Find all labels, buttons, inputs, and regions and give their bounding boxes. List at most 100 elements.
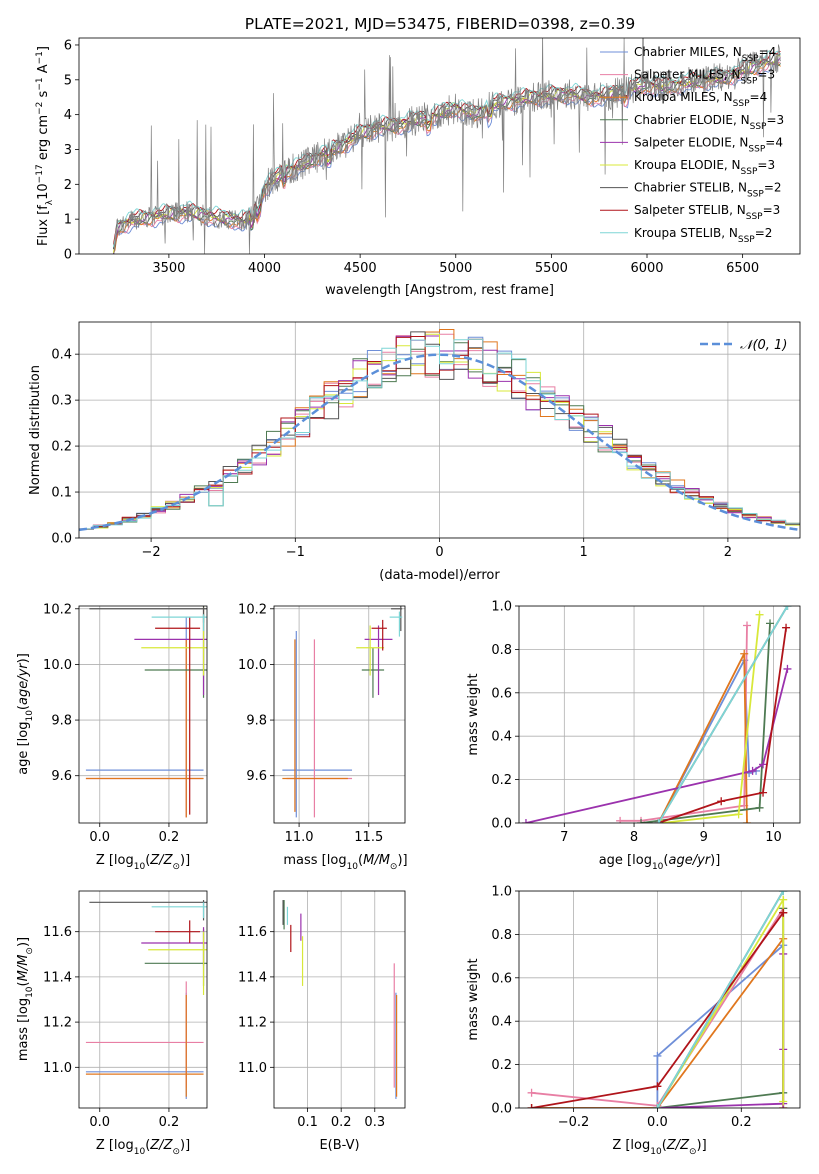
x-axis-label: Z [log10(Z/Z⊙)] — [96, 853, 190, 872]
axes-spectrum: 3500 4000 4500 5000 5500 6000 6500 0 1 2 3 4 5 6 Chabr… — [35, 37, 801, 298]
axes-mass-weight-vs-age: 7 8 9 10 0.0 0.2 0.4 0.6 0.8 1.0 mass weight age [l… — [466, 600, 801, 872]
legend-label: Chabrier MILES, NSSP=4 — [634, 45, 776, 64]
mass-weight-marker — [755, 610, 764, 619]
x-tick-label: 0.2 — [159, 1115, 180, 1130]
x-tick-label: 0.0 — [89, 830, 110, 845]
legend-label: Chabrier STELIB, NSSP=2 — [634, 181, 782, 200]
x-axis-label: E(B-V) — [319, 1138, 359, 1153]
y-axis-label: Normed distribution — [28, 365, 43, 495]
x-tick-label: 1 — [580, 545, 588, 560]
axes-frame — [518, 605, 801, 824]
mass-weight-line — [525, 668, 789, 823]
mass-weight-marker — [527, 1104, 536, 1108]
spectrum-legend: Chabrier MILES, NSSP=4 Salpeter MILES, NS… — [600, 45, 784, 245]
observed-spectrum-line — [113, 38, 781, 254]
mass-weight-marker — [527, 1088, 536, 1097]
y-tick-label: 11.6 — [43, 925, 72, 940]
x-axis-label: mass [log10(M/M⊙)] — [283, 853, 407, 872]
legend-label: Kroupa ELODIE, NSSP=3 — [634, 158, 775, 177]
mass-weight-marker — [653, 1051, 662, 1060]
axes-age-vs-Z: 0.0 0.2 9.6 9.8 10.0 10.2 Z [log10(Z/Z⊙)] age [… — [16, 602, 208, 872]
x-tick-label: 8 — [630, 830, 638, 845]
x-axis-label: (data-model)/error — [379, 568, 500, 583]
y-tick-label: 11.4 — [238, 970, 267, 985]
mass-weight-marker — [782, 623, 791, 632]
plot-area — [79, 606, 207, 823]
y-tick-label: 9.6 — [51, 769, 72, 784]
mass-weight-marker — [759, 760, 768, 769]
y-tick-label: 5 — [64, 73, 72, 88]
axes-frame — [273, 605, 406, 824]
x-tick-label: 0.0 — [647, 1115, 668, 1130]
histogram-step-line — [79, 338, 800, 530]
y-tick-label: 0.6 — [491, 686, 512, 701]
plot-area — [79, 322, 800, 538]
mass-weight-marker — [743, 819, 752, 823]
figure-title: PLATE=2021, MJD=53475, FIBERID=0398, z=0… — [245, 15, 635, 33]
axes-frame — [78, 605, 208, 824]
axes-mass-weight-vs-Z: −0.2 0.0 0.2 0.0 0.2 0.4 0.6 0.8 1.0 mass weight Z… — [466, 885, 801, 1157]
x-tick-label: 6000 — [630, 261, 663, 276]
mass-weight-marker — [779, 895, 788, 904]
x-tick-label: 0.3 — [364, 1115, 385, 1130]
x-tick-label: 5500 — [535, 261, 568, 276]
normal-curve-line — [79, 353, 800, 532]
mass-weight-marker — [521, 819, 530, 823]
mass-weight-line — [657, 606, 789, 823]
mass-weight-marker — [740, 649, 749, 658]
mass-weight-line — [620, 625, 748, 822]
y-tick-label: 0.2 — [491, 1058, 512, 1073]
mass-weight-marker — [748, 766, 757, 775]
y-tick-label: 0.2 — [491, 773, 512, 788]
mass-weight-marker — [654, 819, 663, 823]
mass-weight-marker — [759, 788, 768, 797]
y-axis-label: mass [log10(M/M⊙)] — [16, 937, 35, 1061]
mass-weight-marker — [755, 803, 764, 812]
y-tick-label: 9.8 — [51, 714, 72, 729]
axes-residual-hist: −2 −1 0 1 2 0.0 0.1 0.2 0.3 0.4 𝒩(0, 1) (data-model… — [28, 321, 801, 583]
x-tick-label: 0.0 — [89, 1115, 110, 1130]
model-spectrum-line — [112, 57, 781, 254]
mass-weight-marker — [734, 810, 743, 819]
y-tick-label: 0.4 — [491, 730, 512, 745]
x-axis-label: Z [log10(Z/Z⊙)] — [96, 1138, 190, 1157]
mass-weight-marker — [766, 619, 775, 628]
x-tick-label: 11.5 — [354, 830, 383, 845]
x-axis-label: age [log10(age/yr)] — [599, 853, 721, 872]
mass-weight-marker — [637, 819, 646, 823]
y-axis-label: mass weight — [466, 673, 481, 755]
y-axis-label: mass weight — [466, 958, 481, 1040]
legend-label: Salpeter STELIB, NSSP=3 — [634, 203, 780, 222]
x-tick-label: 5000 — [439, 261, 472, 276]
mass-weight-marker — [783, 606, 792, 610]
x-axis-label: wavelength [Angstrom, rest frame] — [325, 283, 554, 298]
x-tick-label: 0.2 — [331, 1115, 352, 1130]
y-tick-label: 0 — [64, 248, 72, 263]
y-tick-label: 1 — [64, 213, 72, 228]
x-tick-label: 11.0 — [285, 830, 314, 845]
plot-area — [274, 606, 405, 823]
y-tick-label: 1.0 — [491, 885, 512, 900]
y-tick-label: 10.2 — [238, 602, 267, 617]
plot-area — [519, 606, 800, 823]
plot-area — [519, 891, 800, 1108]
mass-weight-line — [658, 627, 787, 823]
y-tick-label: 11.4 — [43, 970, 72, 985]
y-tick-label: 11.0 — [238, 1061, 267, 1076]
x-tick-label: −0.2 — [558, 1115, 590, 1130]
mass-weight-marker — [653, 1104, 662, 1108]
y-tick-label: 10.0 — [43, 658, 72, 673]
x-tick-label: 4000 — [248, 261, 281, 276]
y-tick-label: 10.2 — [43, 602, 72, 617]
legend-label: 𝒩(0, 1) — [740, 338, 787, 353]
x-tick-label: 0.2 — [159, 830, 180, 845]
legend-label: Salpeter MILES, NSSP=3 — [634, 68, 775, 87]
x-axis-label: Z [log10(Z/Z⊙)] — [612, 1138, 706, 1157]
legend-label: Kroupa MILES, NSSP=4 — [634, 90, 767, 109]
x-tick-label: 6500 — [726, 261, 759, 276]
axes-mass-vs-ebv: 0.1 0.2 0.3 11.0 11.2 11.4 11.6 E(B-V) — [238, 890, 406, 1153]
mass-weight-marker — [779, 1097, 788, 1106]
mass-weight-marker — [783, 664, 792, 673]
y-tick-label: 0.3 — [51, 394, 72, 409]
